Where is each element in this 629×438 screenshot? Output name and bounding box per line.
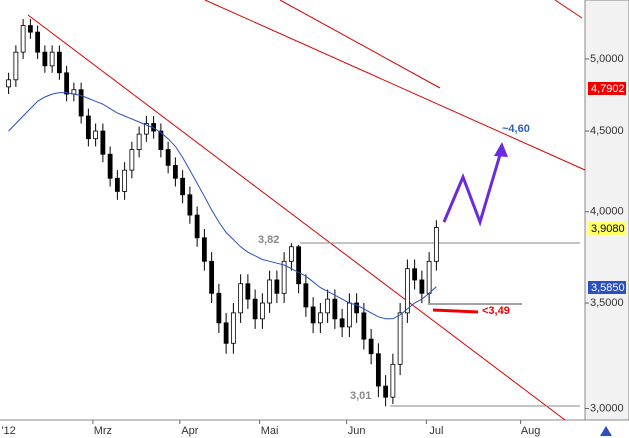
candle-body	[259, 302, 265, 320]
candle-body	[274, 279, 280, 294]
candle-body	[42, 51, 48, 67]
y-tick-label: 5,0000	[590, 53, 624, 65]
candle-body	[20, 25, 26, 53]
candle-body	[35, 31, 41, 53]
candle-body	[361, 312, 367, 340]
price-tag	[588, 281, 626, 294]
candle-body	[325, 298, 331, 314]
y-tick-label: 4,5000	[590, 125, 624, 137]
candle-body	[281, 260, 287, 294]
trend-line	[279, 0, 441, 89]
candle-body	[194, 214, 200, 239]
candle-body	[383, 385, 389, 398]
candle-body	[129, 149, 135, 171]
price-tag-label: 3,5850	[591, 282, 625, 294]
annotation: 3,01	[350, 390, 371, 402]
candle-body	[317, 312, 323, 324]
trend-line	[27, 14, 566, 421]
candle-body	[56, 51, 62, 74]
y-tick-label: 3,0000	[590, 402, 624, 414]
price-axis-panel	[584, 0, 629, 421]
annotation: <3,49	[482, 305, 510, 317]
candle-body	[354, 302, 360, 314]
x-tick-label: Jun	[348, 425, 366, 437]
candle-body	[433, 227, 439, 262]
candle-body	[201, 237, 207, 262]
candle-body	[419, 279, 425, 294]
candle-body	[122, 169, 128, 192]
candle-body	[375, 353, 381, 387]
candle-body	[238, 283, 244, 314]
corner-icon	[600, 426, 612, 436]
candle-body	[136, 133, 142, 150]
candle-body	[209, 260, 215, 294]
y-tick-label: 3,5000	[590, 297, 624, 309]
candle-body	[303, 283, 309, 308]
candle-body	[230, 312, 236, 344]
candle-body	[332, 298, 338, 320]
candle-body	[288, 246, 294, 262]
x-tick-label: Jul	[429, 425, 443, 437]
price-tag	[588, 82, 626, 95]
candle-body	[216, 292, 222, 324]
forecast-arrow	[442, 147, 504, 227]
candle-body	[49, 51, 55, 67]
candle-body	[172, 164, 178, 179]
x-tick-label: Mai	[261, 425, 279, 437]
candle-body	[6, 79, 12, 88]
candle-body	[245, 283, 251, 300]
candle-body	[180, 177, 186, 196]
candle-body	[114, 177, 120, 192]
candle-body	[64, 72, 70, 95]
candle-body	[223, 322, 229, 344]
candle-body	[339, 318, 345, 328]
x-tick-label: Aug	[521, 425, 541, 437]
candle-body	[426, 260, 432, 294]
candle-body	[107, 153, 113, 179]
candle-body	[27, 25, 33, 33]
candle-body	[165, 149, 171, 166]
price-tag	[588, 222, 626, 235]
arrow-head	[494, 142, 508, 157]
candle-body	[412, 268, 418, 281]
candle-body	[158, 130, 164, 150]
candle-body	[404, 268, 410, 314]
candle-body	[13, 51, 19, 81]
annotation: 3,82	[258, 234, 279, 246]
candle-body	[252, 298, 258, 320]
x-tick-label: '12	[1, 425, 15, 437]
candle-body	[346, 302, 352, 328]
y-tick-label: 4,0000	[590, 206, 624, 218]
price-tag-label: 3,9080	[591, 223, 625, 235]
candle-body	[78, 89, 84, 117]
candle-body	[93, 130, 99, 140]
x-tick-label: Mrz	[94, 425, 112, 437]
candle-body	[267, 279, 273, 304]
candle-body	[390, 363, 396, 398]
price-tag-label: 4,7902	[591, 83, 625, 95]
candle-body	[187, 194, 193, 216]
candle-body	[85, 115, 91, 140]
moving-average	[8, 92, 437, 320]
candle-body	[100, 130, 106, 155]
trend-line	[554, 0, 583, 19]
candle-body	[296, 246, 302, 285]
candle-body	[310, 306, 316, 324]
candle-body	[368, 338, 374, 355]
candle-body	[143, 123, 149, 135]
candle-body	[397, 312, 403, 365]
support-marker	[432, 308, 479, 314]
x-tick-label: Apr	[181, 425, 198, 437]
trend-line	[204, 0, 586, 171]
annotation: ~4,60	[502, 123, 530, 135]
